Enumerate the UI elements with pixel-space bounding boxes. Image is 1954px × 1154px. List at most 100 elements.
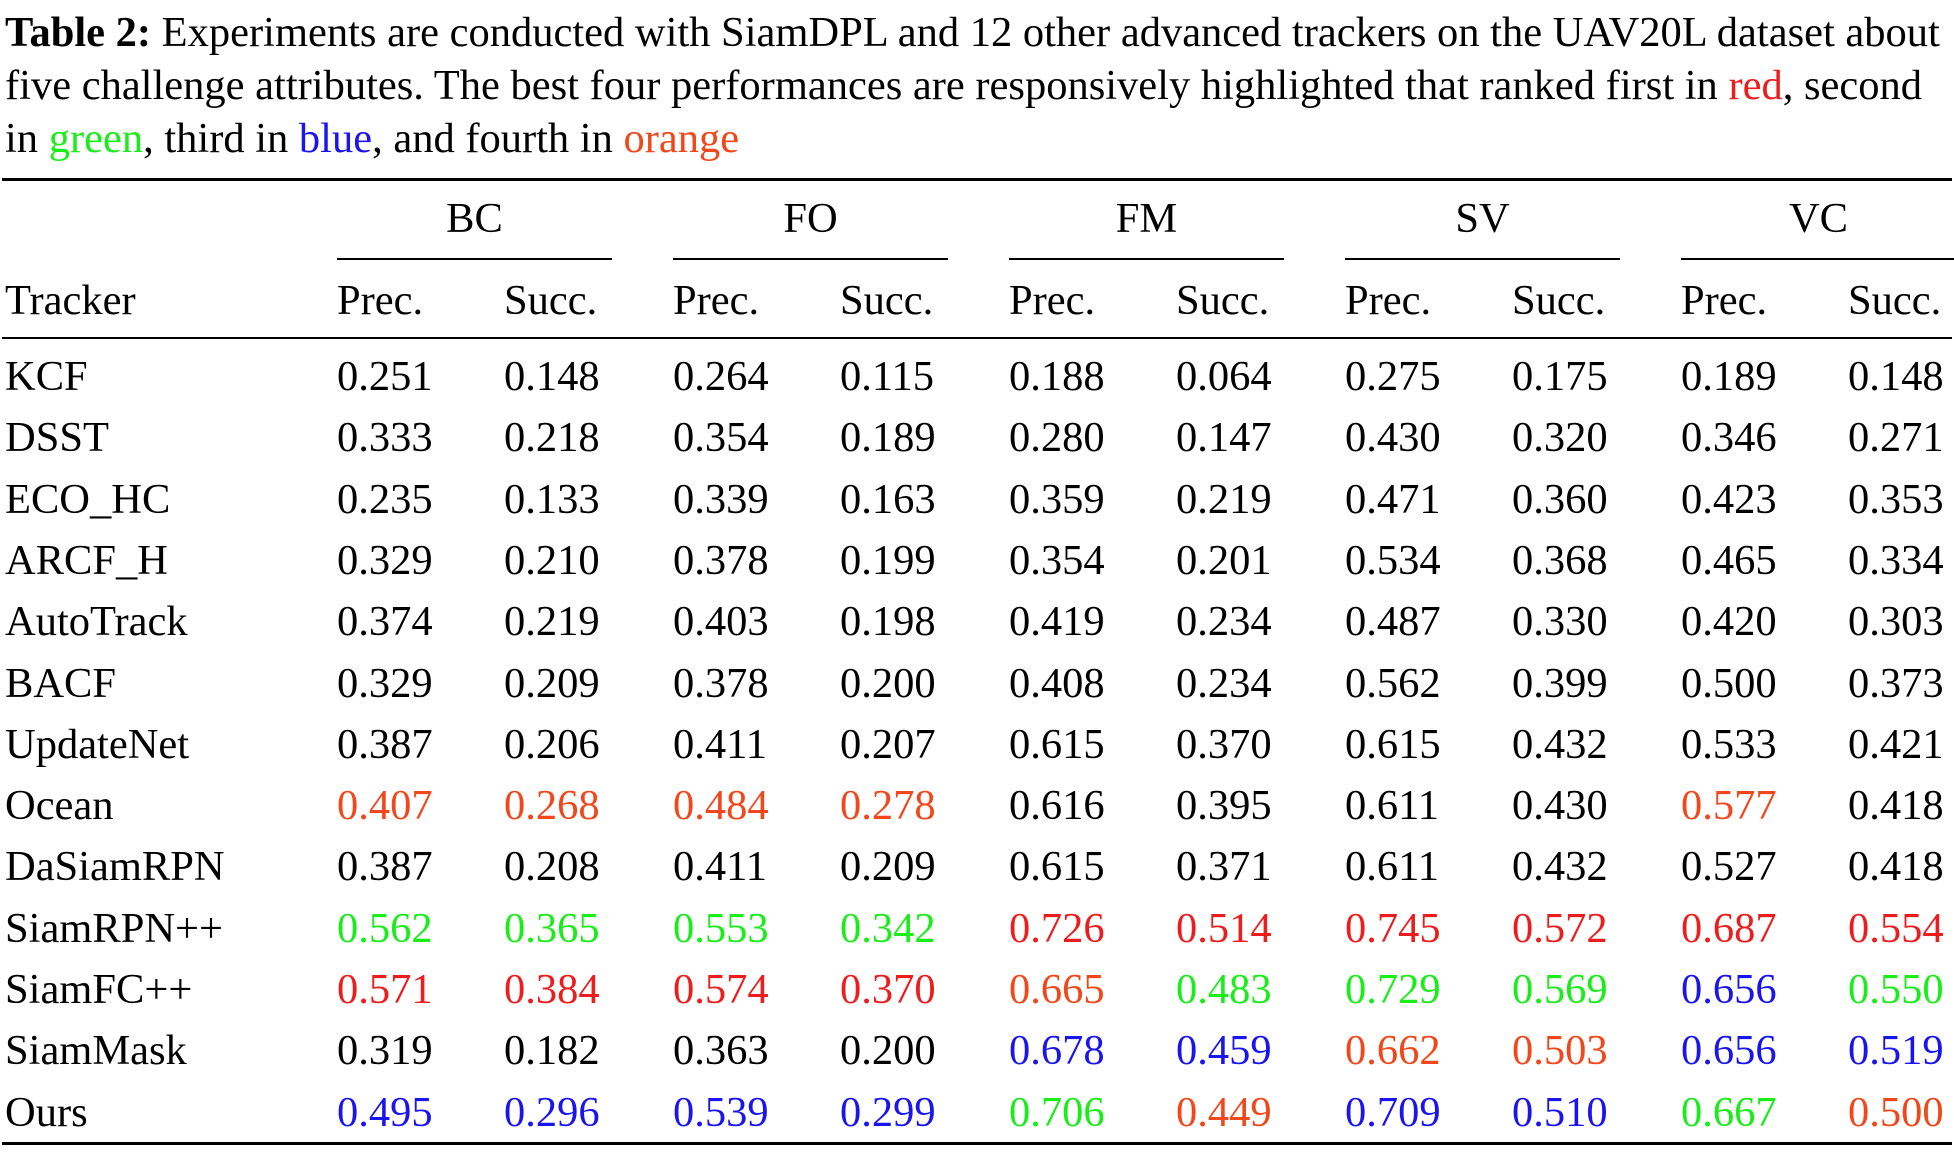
cell-fo-prec: 0.403 — [673, 598, 769, 645]
cell-fm-succ: 0.370 — [1176, 721, 1272, 768]
table-top-rule — [2, 178, 1952, 181]
cell-vc-prec: 0.577 — [1681, 782, 1777, 829]
cell-vc-succ: 0.353 — [1848, 476, 1944, 523]
cell-vc-succ: 0.303 — [1848, 598, 1944, 645]
cell-vc-prec: 0.423 — [1681, 476, 1777, 523]
cell-fm-prec: 0.706 — [1009, 1089, 1105, 1136]
cell-vc-prec: 0.687 — [1681, 905, 1777, 952]
cell-fo-prec: 0.539 — [673, 1089, 769, 1136]
cell-sv-succ: 0.503 — [1512, 1027, 1608, 1074]
cell-fm-prec: 0.615 — [1009, 843, 1105, 890]
cell-fm-prec: 0.616 — [1009, 782, 1105, 829]
cell-fm-prec: 0.665 — [1009, 966, 1105, 1013]
cell-sv-prec: 0.611 — [1345, 843, 1440, 890]
cell-sv-prec: 0.471 — [1345, 476, 1441, 523]
cell-vc-succ: 0.500 — [1848, 1089, 1944, 1136]
cell-bc-prec: 0.329 — [337, 537, 433, 584]
cell-fo-succ: 0.189 — [840, 414, 936, 461]
caption-orange-word: orange — [623, 115, 740, 162]
cell-vc-succ: 0.418 — [1848, 782, 1944, 829]
cell-bc-prec: 0.407 — [337, 782, 433, 829]
caption-red-word: red — [1728, 62, 1783, 109]
cell-vc-prec: 0.533 — [1681, 721, 1777, 768]
cell-sv-prec: 0.615 — [1345, 721, 1441, 768]
tracker-name: DaSiamRPN — [5, 843, 225, 890]
group-rule-fo — [673, 258, 948, 260]
cell-sv-prec: 0.662 — [1345, 1027, 1441, 1074]
caption-text: Experiments are conducted with SiamDPL a… — [5, 9, 1940, 109]
cell-sv-succ: 0.510 — [1512, 1089, 1608, 1136]
subheader-sv-succ: Succ. — [1512, 277, 1606, 324]
cell-sv-succ: 0.572 — [1512, 905, 1608, 952]
caption-text: , third in — [143, 115, 289, 162]
subheader-bc-prec: Prec. — [337, 277, 424, 324]
subheader-vc-succ: Succ. — [1848, 277, 1942, 324]
cell-sv-prec: 0.709 — [1345, 1089, 1441, 1136]
tracker-column-header: Tracker — [5, 277, 136, 324]
cell-fo-prec: 0.363 — [673, 1027, 769, 1074]
group-rule-sv — [1345, 258, 1620, 260]
cell-sv-succ: 0.175 — [1512, 353, 1608, 400]
tracker-name: AutoTrack — [5, 598, 188, 645]
cell-vc-succ: 0.373 — [1848, 660, 1944, 707]
cell-fm-prec: 0.726 — [1009, 905, 1105, 952]
cell-bc-prec: 0.387 — [337, 843, 433, 890]
cell-bc-succ: 0.268 — [504, 782, 600, 829]
cell-vc-prec: 0.189 — [1681, 353, 1777, 400]
cell-sv-prec: 0.729 — [1345, 966, 1441, 1013]
group-header-bc: BC — [446, 195, 503, 242]
cell-fo-succ: 0.278 — [840, 782, 936, 829]
cell-bc-prec: 0.562 — [337, 905, 433, 952]
cell-fo-prec: 0.339 — [673, 476, 769, 523]
cell-bc-prec: 0.571 — [337, 966, 433, 1013]
cell-fo-prec: 0.411 — [673, 843, 768, 890]
cell-fm-succ: 0.395 — [1176, 782, 1272, 829]
cell-bc-succ: 0.384 — [504, 966, 600, 1013]
cell-fm-succ: 0.219 — [1176, 476, 1272, 523]
cell-sv-succ: 0.569 — [1512, 966, 1608, 1013]
cell-fo-prec: 0.378 — [673, 660, 769, 707]
cell-vc-prec: 0.527 — [1681, 843, 1777, 890]
cell-vc-prec: 0.667 — [1681, 1089, 1777, 1136]
cell-sv-succ: 0.320 — [1512, 414, 1608, 461]
cell-vc-succ: 0.271 — [1848, 414, 1944, 461]
cell-fo-succ: 0.299 — [840, 1089, 936, 1136]
cell-bc-prec: 0.251 — [337, 353, 433, 400]
group-rule-fm — [1009, 258, 1284, 260]
cell-sv-prec: 0.487 — [1345, 598, 1441, 645]
cell-fm-succ: 0.483 — [1176, 966, 1272, 1013]
cell-vc-succ: 0.554 — [1848, 905, 1944, 952]
cell-fm-prec: 0.615 — [1009, 721, 1105, 768]
cell-sv-succ: 0.360 — [1512, 476, 1608, 523]
cell-vc-prec: 0.656 — [1681, 966, 1777, 1013]
cell-bc-prec: 0.374 — [337, 598, 433, 645]
cell-fo-prec: 0.484 — [673, 782, 769, 829]
cell-bc-succ: 0.148 — [504, 353, 600, 400]
cell-fm-succ: 0.064 — [1176, 353, 1272, 400]
tracker-name: UpdateNet — [5, 721, 190, 768]
cell-sv-prec: 0.430 — [1345, 414, 1441, 461]
cell-fm-prec: 0.188 — [1009, 353, 1105, 400]
cell-bc-prec: 0.329 — [337, 660, 433, 707]
subheader-fm-prec: Prec. — [1009, 277, 1096, 324]
group-rule-vc — [1681, 258, 1954, 260]
cell-vc-prec: 0.420 — [1681, 598, 1777, 645]
cell-fo-prec: 0.553 — [673, 905, 769, 952]
cell-fm-succ: 0.234 — [1176, 598, 1272, 645]
cell-fm-succ: 0.147 — [1176, 414, 1272, 461]
cell-vc-succ: 0.519 — [1848, 1027, 1944, 1074]
group-header-sv: SV — [1455, 195, 1510, 242]
cell-vc-prec: 0.656 — [1681, 1027, 1777, 1074]
cell-bc-succ: 0.209 — [504, 660, 600, 707]
tracker-name: BACF — [5, 660, 117, 707]
caption-text: , second in — [5, 62, 1922, 162]
cell-sv-succ: 0.432 — [1512, 843, 1608, 890]
cell-fm-succ: 0.459 — [1176, 1027, 1272, 1074]
tracker-name: Ours — [5, 1089, 88, 1136]
cell-fm-succ: 0.234 — [1176, 660, 1272, 707]
cell-fo-prec: 0.378 — [673, 537, 769, 584]
cell-sv-prec: 0.562 — [1345, 660, 1441, 707]
cell-bc-succ: 0.365 — [504, 905, 600, 952]
group-header-vc: VC — [1788, 195, 1849, 242]
subheader-fo-succ: Succ. — [840, 277, 934, 324]
